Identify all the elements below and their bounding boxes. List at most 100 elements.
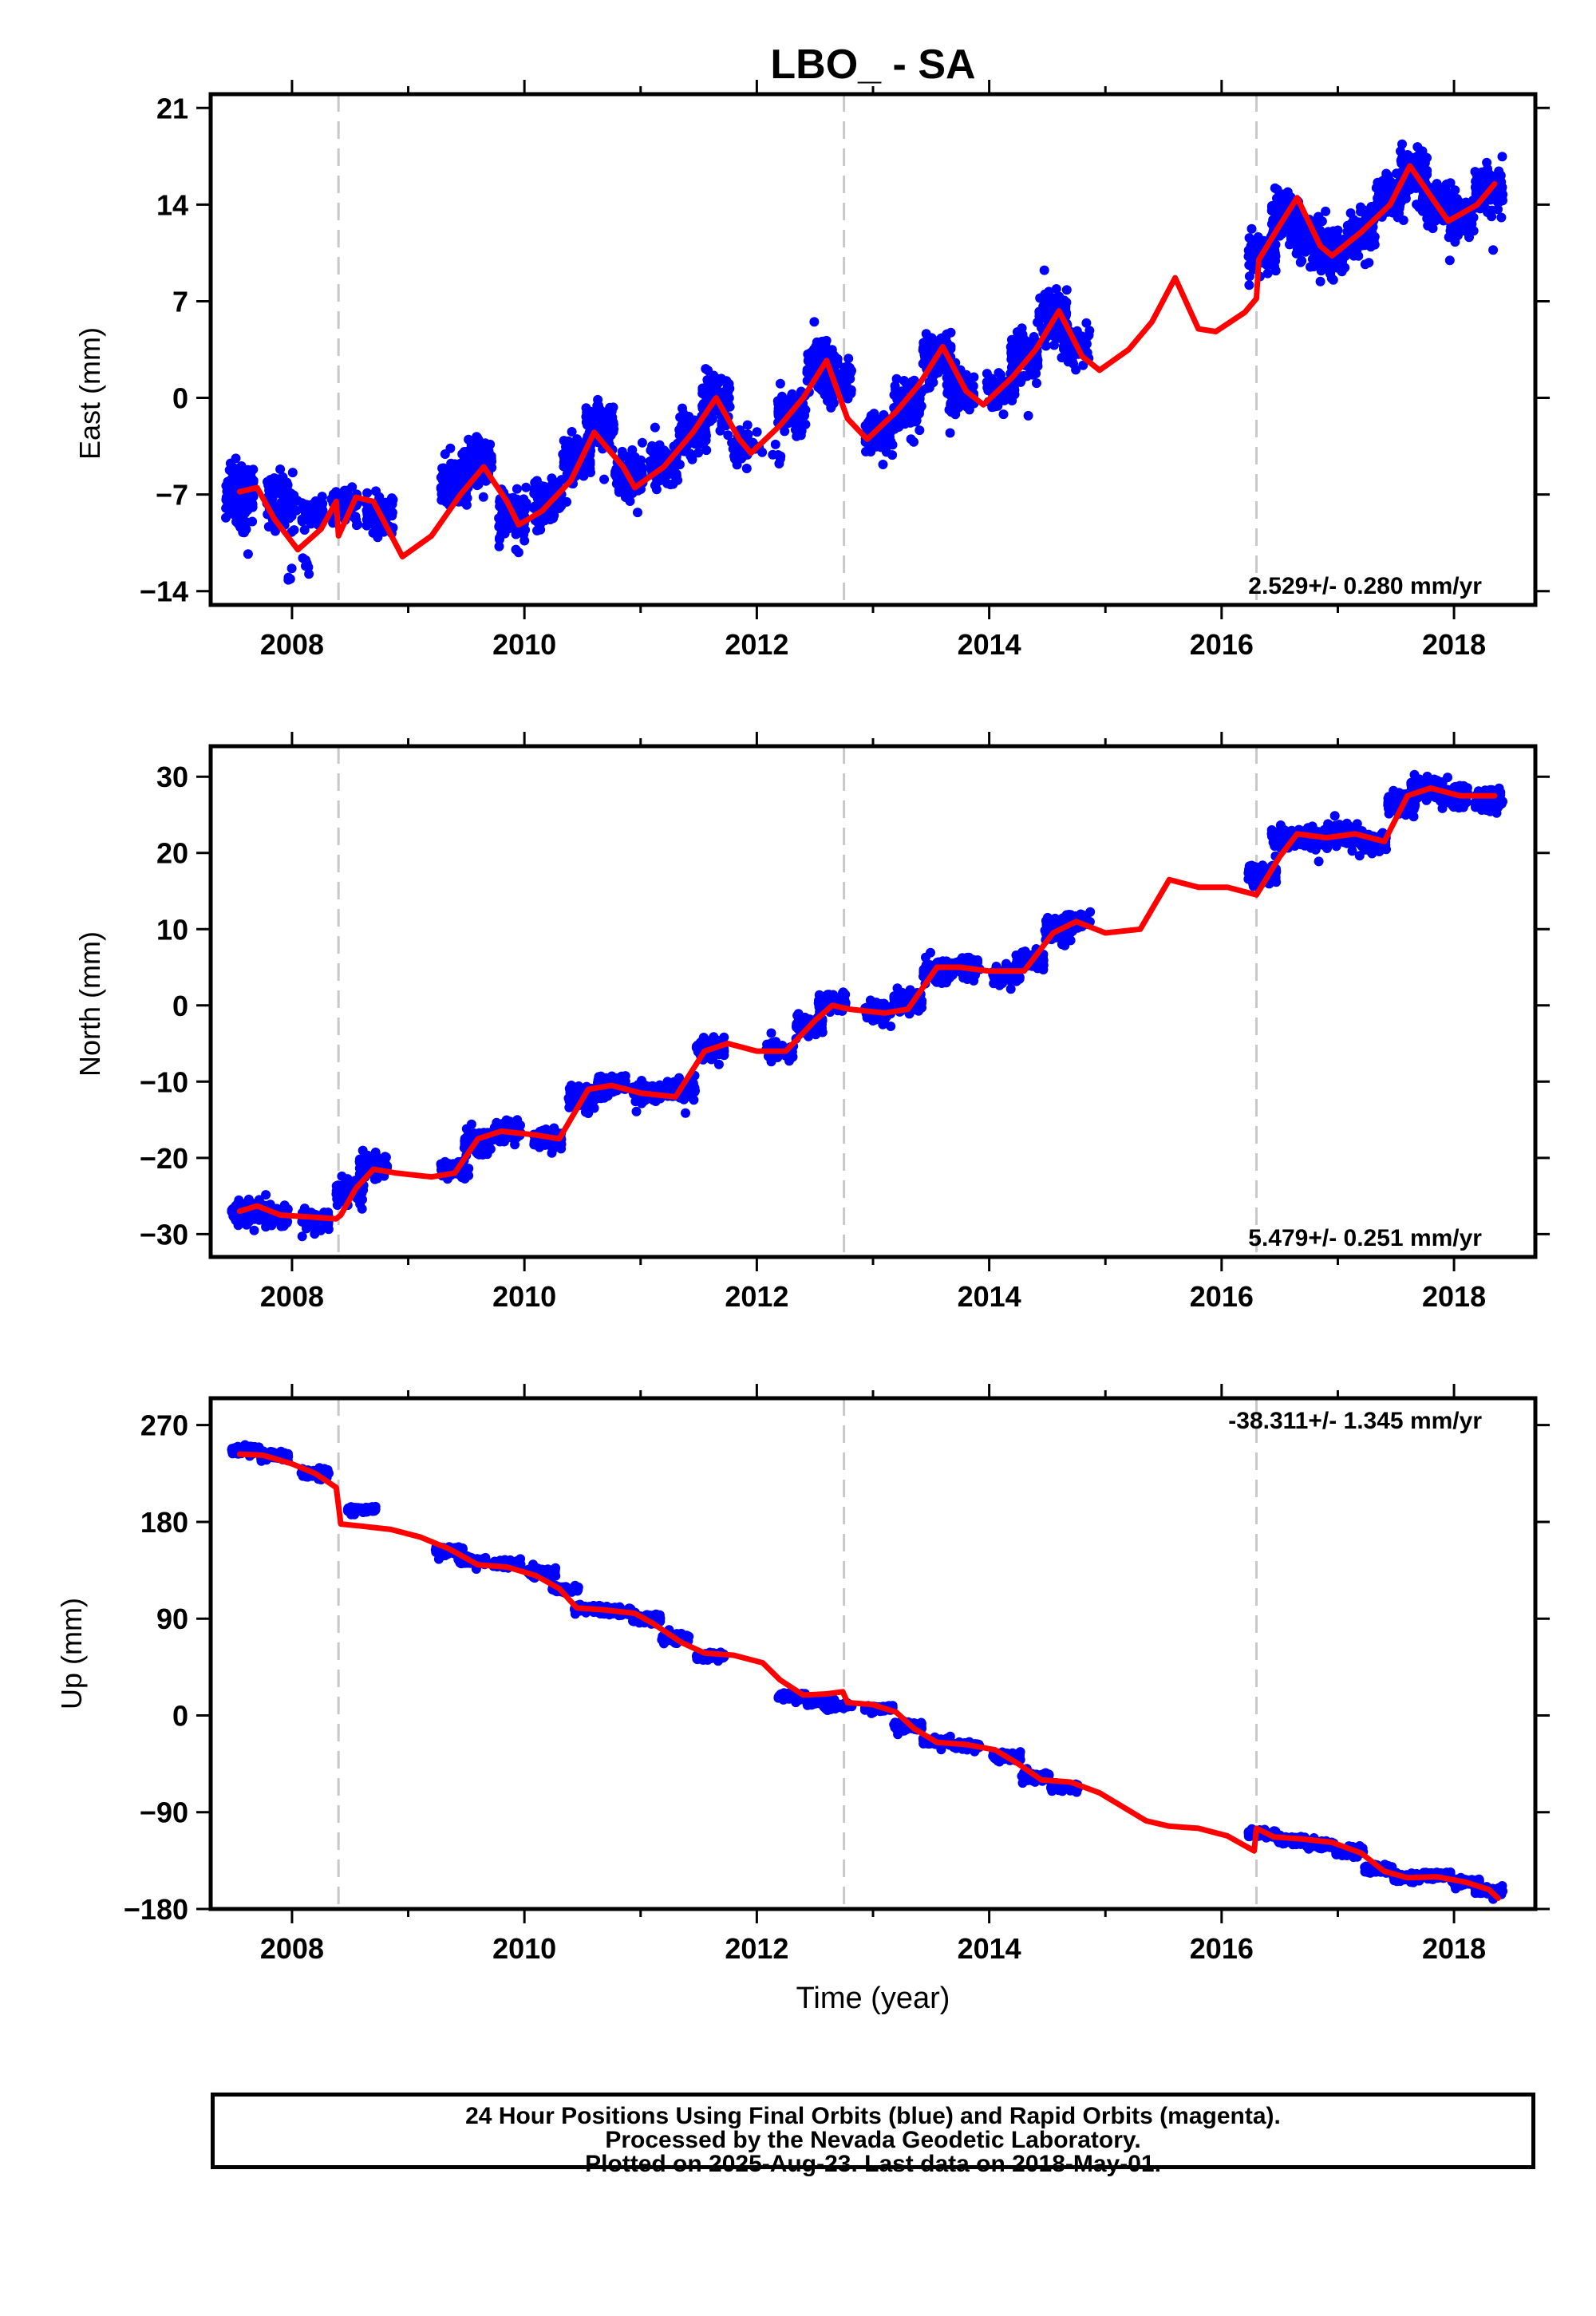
east-data-point <box>519 536 530 546</box>
east-data-point <box>497 504 508 513</box>
east-data-point <box>494 541 504 551</box>
east-data-point <box>915 425 925 436</box>
north-data-point <box>357 1203 367 1214</box>
east-data-point <box>339 485 350 496</box>
east-data-point <box>529 484 539 494</box>
east-data-point <box>1334 259 1345 270</box>
east-data-point <box>1403 150 1412 160</box>
north-data-point <box>363 1150 373 1160</box>
east-data-point <box>362 509 373 520</box>
east-data-point <box>1497 152 1507 162</box>
east-data-point <box>1282 187 1293 197</box>
east-data-point <box>1071 365 1081 375</box>
east-data-point <box>724 379 734 389</box>
east-data-point <box>1488 245 1499 255</box>
east-data-point <box>610 467 620 477</box>
east-x-tick-label: 2008 <box>260 628 324 661</box>
east-data-point <box>1244 271 1254 282</box>
east-data-point <box>462 460 472 470</box>
east-data-point <box>1464 232 1474 243</box>
north-data-point <box>529 1140 539 1150</box>
north-data-point <box>369 1174 380 1184</box>
east-data-point <box>1009 389 1020 400</box>
east-data-point <box>464 434 474 445</box>
east-data-point <box>1000 393 1010 403</box>
east-data-point <box>912 406 922 417</box>
east-data-point <box>893 390 903 401</box>
north-data-point <box>334 1190 345 1200</box>
east-data-point <box>1061 285 1072 295</box>
east-data-point <box>1050 296 1061 306</box>
east-data-point <box>231 516 241 527</box>
east-data-point <box>299 525 310 535</box>
east-data-point <box>1428 209 1438 219</box>
east-data-point <box>605 402 615 413</box>
north-data-point <box>507 1118 517 1128</box>
east-frame <box>208 92 1538 607</box>
north-data-point <box>606 1071 617 1081</box>
east-data-point <box>1382 186 1393 196</box>
east-data-point <box>899 419 910 429</box>
east-x-tick-label: 2018 <box>1422 628 1486 661</box>
north-data-point <box>314 1221 325 1231</box>
east-data-point <box>1040 289 1050 299</box>
east-data-point <box>685 451 696 461</box>
east-data-point <box>287 468 298 478</box>
north-data-point <box>232 1199 243 1209</box>
east-data-point <box>1367 227 1377 238</box>
east-x-tick-label: 2016 <box>1190 628 1254 661</box>
east-data-point <box>807 362 817 372</box>
east-data-point <box>1293 219 1303 230</box>
east-data-point <box>1244 280 1254 290</box>
east-data-point <box>732 460 742 470</box>
east-data-point <box>677 421 687 430</box>
east-data-point <box>286 563 297 574</box>
north-data-point <box>567 1097 578 1107</box>
east-data-point <box>231 453 241 464</box>
east-data-point <box>1081 318 1092 328</box>
east-data-point <box>946 342 956 351</box>
east-y-tick-label: 14 <box>156 188 188 221</box>
east-data-point <box>243 549 253 559</box>
east-data-point <box>371 486 381 496</box>
east-data-point <box>713 377 724 388</box>
east-data-point <box>775 378 785 389</box>
east-data-point <box>544 511 554 521</box>
east-data-point <box>307 500 317 510</box>
east-data-point <box>1445 201 1456 211</box>
east-data-point <box>654 476 665 486</box>
east-data-point <box>741 464 752 473</box>
east-data-point <box>593 394 603 405</box>
east-data-point <box>1315 276 1325 287</box>
east-data-point <box>238 528 248 537</box>
east-data-point <box>563 460 573 470</box>
east-data-point <box>247 516 258 527</box>
east-data-point <box>843 393 853 404</box>
east-data-point <box>567 427 577 437</box>
east-ylabel: East (mm) <box>73 327 106 460</box>
east-data-point <box>1023 410 1033 421</box>
east-data-point <box>1454 223 1464 234</box>
east-data-point <box>776 393 786 404</box>
east-data-point <box>241 492 251 502</box>
north-data-point <box>371 1153 381 1164</box>
east-data-point <box>444 488 455 499</box>
east-data-point <box>264 485 275 496</box>
east-data-point <box>512 499 523 509</box>
east-data-point <box>950 401 961 411</box>
east-data-point <box>1290 231 1301 241</box>
east-data-point <box>915 393 925 403</box>
east-data-point <box>241 470 251 480</box>
north-data-point <box>249 1225 259 1235</box>
north-data-point <box>336 1182 346 1192</box>
east-data-point <box>1270 183 1280 193</box>
east-data-point <box>770 439 780 449</box>
east-data-point <box>444 473 454 484</box>
east-data-point <box>998 409 1009 420</box>
east-data-point <box>1345 208 1356 218</box>
east-data-point <box>1359 240 1369 251</box>
east-data-point <box>362 488 373 498</box>
east-data-point <box>869 409 879 419</box>
east-data-point <box>947 377 958 386</box>
